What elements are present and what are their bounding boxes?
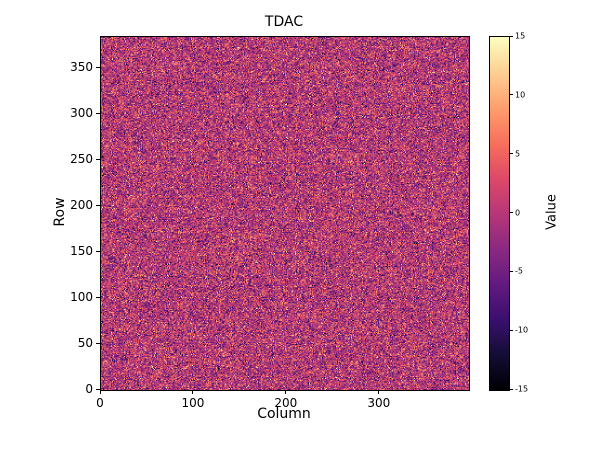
colorbar-tick-label: 10: [515, 90, 526, 100]
colorbar-tick-label: 5: [515, 149, 521, 159]
x-tick-label: 0: [96, 396, 104, 410]
x-tick-mark: [285, 390, 287, 394]
colorbar-tick-mark: [510, 388, 513, 390]
y-tick-label: 300: [70, 106, 93, 121]
colorbar-label: Value: [544, 194, 560, 230]
x-axis-label: Column: [257, 406, 311, 422]
y-tick-label: 200: [70, 198, 93, 213]
colorbar-tick-label: -10: [515, 325, 529, 335]
y-axis-label: Row: [52, 197, 68, 227]
y-tick-label: 150: [70, 244, 93, 259]
colorbar-tick-mark: [510, 94, 513, 96]
x-tick-mark: [99, 390, 101, 394]
x-tick-mark: [378, 390, 380, 394]
x-tick-label: 300: [367, 396, 391, 410]
chart-title: TDAC: [264, 14, 304, 30]
y-tick-label: 350: [70, 60, 93, 75]
colorbar-tick-label: -5: [515, 266, 523, 276]
colorbar-tick-mark: [510, 35, 513, 37]
colorbar-tick-label: 15: [515, 31, 526, 41]
colorbar: [489, 36, 510, 391]
x-tick-label: 100: [181, 396, 205, 410]
x-tick-label: 200: [274, 396, 298, 410]
colorbar-tick-mark: [510, 212, 513, 213]
y-tick-mark: [96, 66, 100, 68]
y-tick-label: 50: [77, 336, 93, 351]
colorbar-tick-mark: [510, 270, 513, 272]
y-tick-mark: [96, 250, 100, 252]
y-tick-mark: [96, 342, 100, 344]
colorbar-canvas: [490, 37, 509, 390]
y-tick-label: 100: [70, 290, 93, 305]
colorbar-tick-label: 0: [515, 208, 521, 217]
y-tick-mark: [96, 158, 100, 160]
y-tick-label: 0: [85, 382, 93, 396]
heatmap-canvas: [101, 37, 469, 390]
y-tick-mark: [96, 204, 100, 206]
plot-area: [100, 36, 470, 391]
colorbar-tick-mark: [510, 153, 513, 155]
y-tick-mark: [96, 112, 100, 114]
y-tick-mark: [96, 388, 100, 390]
y-tick-mark: [96, 296, 100, 298]
colorbar-tick-label: -15: [515, 384, 529, 394]
colorbar-tick-mark: [510, 329, 513, 331]
y-tick-label: 250: [70, 152, 93, 167]
x-tick-mark: [192, 390, 194, 394]
